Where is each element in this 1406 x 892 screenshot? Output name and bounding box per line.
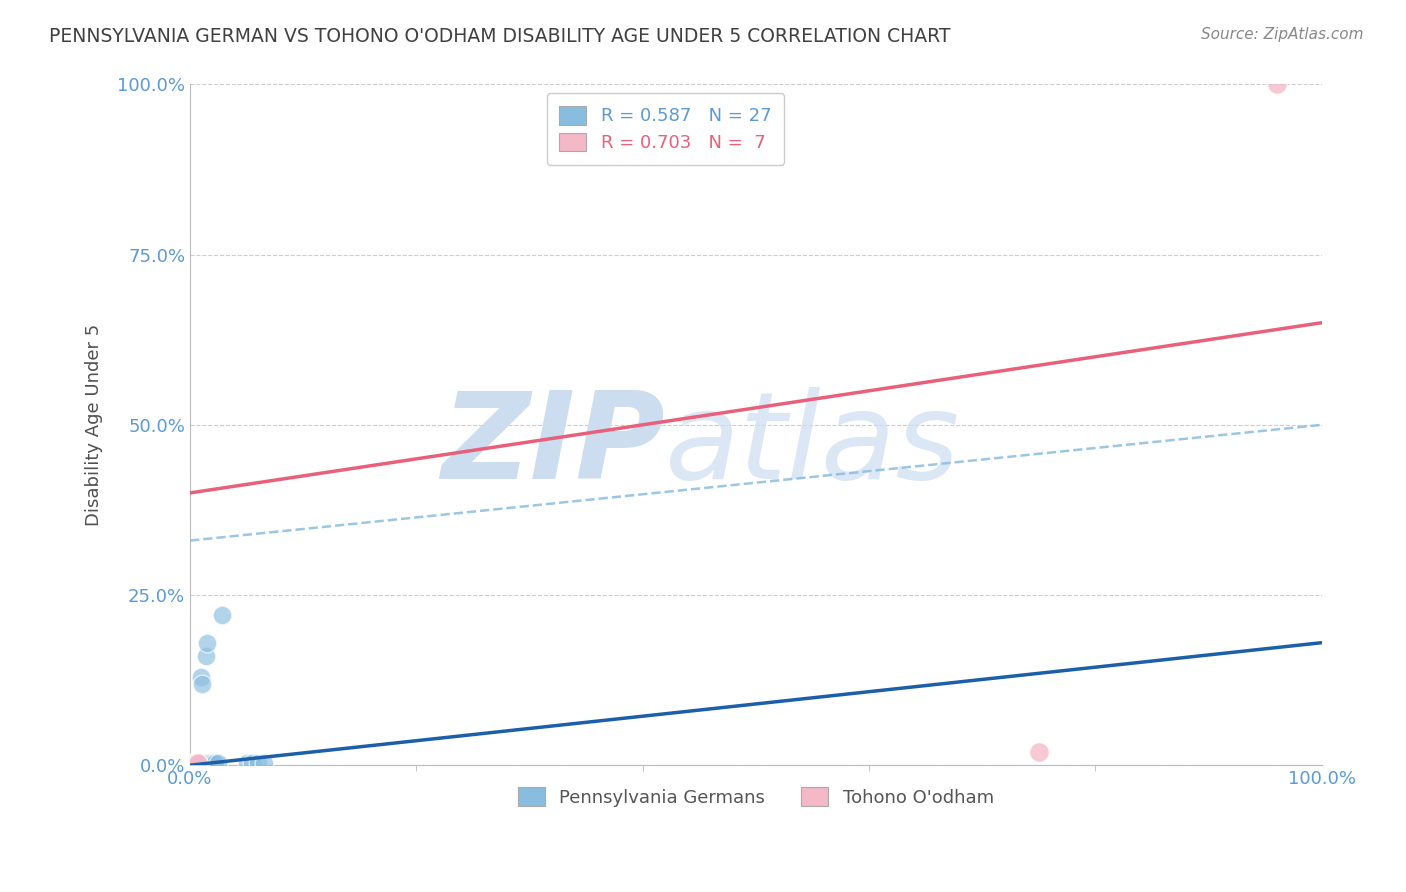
Point — [187, 756, 209, 771]
Point — [181, 756, 204, 771]
Point — [184, 756, 207, 770]
Point — [186, 756, 208, 771]
Point — [1265, 78, 1288, 92]
Point — [204, 756, 226, 771]
Point — [183, 756, 205, 771]
Text: PENNSYLVANIA GERMAN VS TOHONO O'ODHAM DISABILITY AGE UNDER 5 CORRELATION CHART: PENNSYLVANIA GERMAN VS TOHONO O'ODHAM DI… — [49, 27, 950, 45]
Point — [197, 756, 219, 771]
Point — [183, 756, 205, 771]
Point — [183, 756, 205, 771]
Point — [190, 756, 212, 771]
Text: Source: ZipAtlas.com: Source: ZipAtlas.com — [1201, 27, 1364, 42]
Point — [195, 635, 218, 649]
Point — [246, 756, 269, 771]
Point — [186, 756, 208, 771]
Point — [200, 756, 222, 771]
Point — [184, 756, 207, 771]
Point — [252, 756, 274, 771]
Point — [194, 649, 217, 664]
Legend: Pennsylvania Germans, Tohono O'odham: Pennsylvania Germans, Tohono O'odham — [510, 780, 1001, 814]
Point — [240, 756, 263, 771]
Point — [207, 756, 229, 771]
Point — [187, 756, 209, 771]
Y-axis label: Disability Age Under 5: Disability Age Under 5 — [86, 324, 103, 526]
Point — [193, 756, 215, 771]
Point — [188, 756, 211, 771]
Point — [211, 608, 233, 623]
Point — [194, 756, 217, 771]
Text: ZIP: ZIP — [441, 387, 665, 504]
Text: atlas: atlas — [665, 387, 960, 504]
Point — [188, 756, 211, 771]
Point — [1028, 745, 1050, 759]
Point — [191, 676, 214, 690]
Point — [201, 756, 224, 771]
Point — [183, 756, 205, 771]
Point — [235, 756, 257, 771]
Point — [190, 670, 212, 684]
Point — [184, 756, 207, 771]
Point — [187, 756, 209, 770]
